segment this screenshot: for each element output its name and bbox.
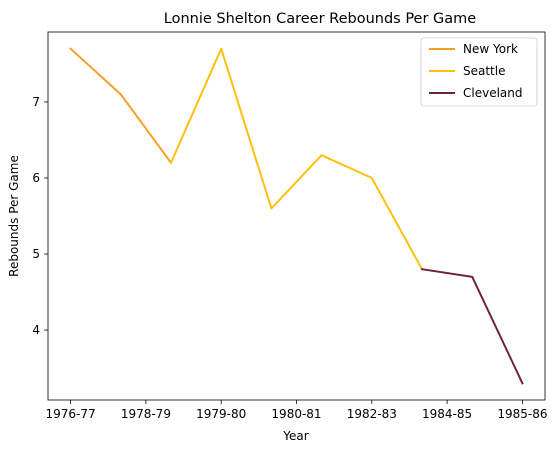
legend-label: Seattle bbox=[463, 64, 505, 78]
legend-frame bbox=[420, 37, 538, 107]
plot-area bbox=[69, 47, 524, 385]
x-axis-label: Year bbox=[282, 429, 308, 443]
x-tick-label: 1985-86 bbox=[497, 407, 547, 421]
legend-label: New York bbox=[463, 42, 518, 56]
y-axis-label: Rebounds Per Game bbox=[7, 155, 21, 277]
x-tick-label: 1984-85 bbox=[422, 407, 472, 421]
legend: New York Seattle Cleveland bbox=[420, 37, 538, 107]
y-tick-label: 7 bbox=[32, 95, 40, 109]
x-tick-label: 1976-77 bbox=[46, 407, 96, 421]
series-line-new-york bbox=[69, 47, 173, 165]
legend-label: Cleveland bbox=[463, 86, 523, 100]
x-tick-label: 1980-81 bbox=[271, 407, 321, 421]
x-axis: 1976-77 1978-79 1979-80 1980-81 1982-83 1984-… bbox=[46, 400, 547, 421]
y-tick-label: 6 bbox=[32, 171, 40, 185]
y-axis: 4 5 6 7 bbox=[32, 95, 48, 337]
x-tick-label: 1982-83 bbox=[347, 407, 397, 421]
chart-title: Lonnie Shelton Career Rebounds Per Game bbox=[164, 11, 477, 27]
y-tick-label: 5 bbox=[32, 247, 40, 261]
x-tick-label: 1978-79 bbox=[121, 407, 171, 421]
series-line-seattle bbox=[169, 47, 424, 271]
series-line-cleveland bbox=[420, 268, 524, 385]
x-tick-label: 1979-80 bbox=[196, 407, 246, 421]
y-tick-label: 4 bbox=[32, 323, 40, 337]
